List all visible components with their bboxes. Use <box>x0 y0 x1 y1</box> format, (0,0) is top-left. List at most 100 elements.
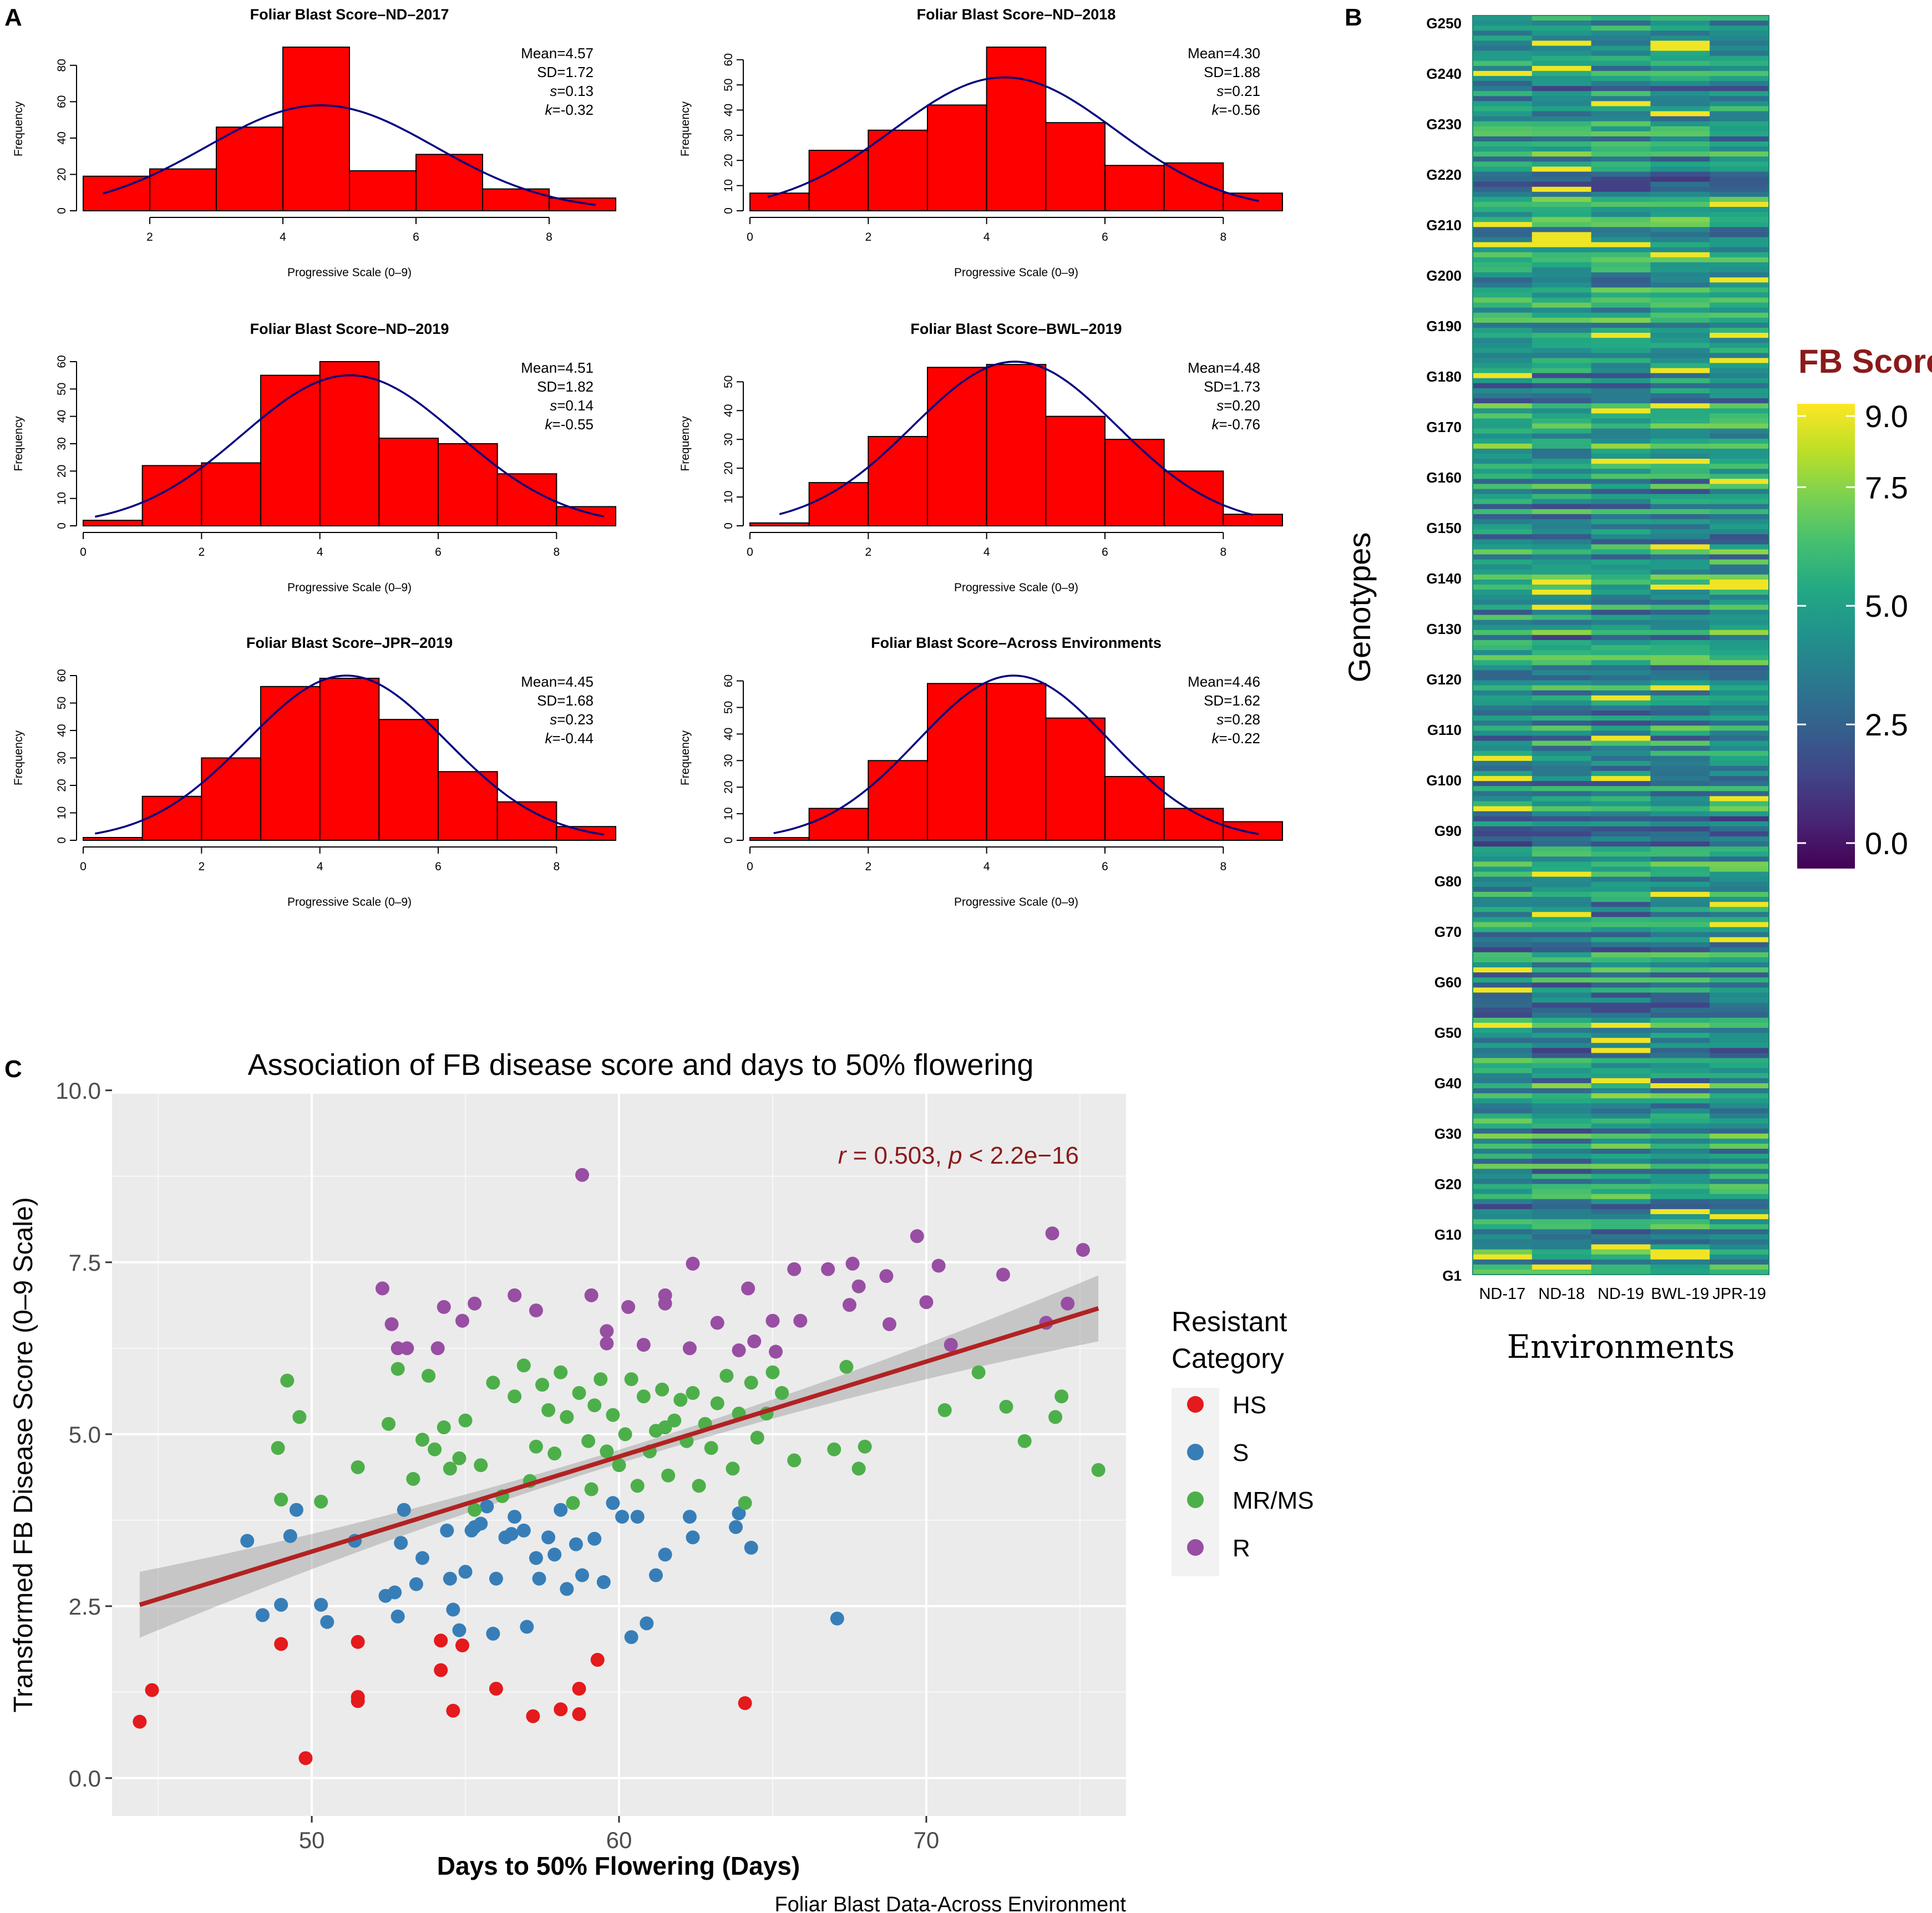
heatmap-cell <box>1650 861 1710 867</box>
point-s <box>606 1496 620 1510</box>
histogram-bar <box>1163 162 1224 211</box>
heatmap-cell <box>1650 791 1710 796</box>
y-tick-label: 50 <box>722 376 735 388</box>
heatmap-cell <box>1650 836 1710 842</box>
point-s <box>508 1510 522 1524</box>
x-tick-label: 2 <box>198 546 205 559</box>
heatmap-cell <box>1710 957 1769 963</box>
heatmap-cell <box>1532 1269 1592 1275</box>
heatmap-cell <box>1650 590 1710 595</box>
heatmap-cell <box>1710 363 1769 369</box>
heatmap-cell <box>1473 141 1533 147</box>
heatmap-cell <box>1591 705 1651 711</box>
heatmap-cell <box>1710 1053 1769 1059</box>
x-tick-label: 4 <box>983 546 990 559</box>
heatmap-cell <box>1532 247 1592 253</box>
heatmap-cell <box>1710 1244 1769 1250</box>
heatmap-cell <box>1532 1033 1592 1038</box>
y-tick-label: 50 <box>722 78 735 91</box>
heatmap-cell <box>1532 836 1592 842</box>
heatmap-cell <box>1591 610 1651 616</box>
point-r <box>400 1341 414 1356</box>
x-tick-label: 70 <box>914 1827 940 1853</box>
point-r <box>636 1338 651 1352</box>
histogram-bar <box>319 361 380 526</box>
heatmap-cell <box>1650 459 1710 464</box>
heatmap-cell <box>1650 307 1710 313</box>
heatmap-cell <box>1532 126 1592 132</box>
heatmap-cell <box>1532 312 1592 318</box>
heatmap-cell <box>1710 856 1769 862</box>
point-mr-ms <box>508 1389 522 1404</box>
heatmap-cell <box>1650 358 1710 364</box>
heatmap-cell <box>1710 942 1769 948</box>
heatmap-cell <box>1591 453 1651 459</box>
y-tick-label: 10 <box>722 490 735 503</box>
histogram-bar <box>927 104 987 211</box>
heatmap-cell <box>1650 428 1710 434</box>
heatmap-cell <box>1710 841 1769 847</box>
histogram-bar <box>1163 470 1224 526</box>
heatmap-cell <box>1473 1269 1533 1275</box>
genotype-label: G1 <box>1442 1267 1462 1284</box>
heatmap-cell <box>1591 1224 1651 1230</box>
heatmap-cell <box>1473 992 1533 998</box>
point-mr-ms <box>710 1396 724 1410</box>
stat-skewness-value: =0.23 <box>557 711 594 728</box>
heatmap-cell <box>1710 504 1769 510</box>
heatmap-cell <box>1591 600 1651 605</box>
heatmap-cell <box>1591 836 1651 842</box>
point-hs <box>434 1663 448 1677</box>
heatmap-cell <box>1473 40 1533 47</box>
heatmap-cell <box>1532 886 1592 892</box>
point-s <box>624 1630 638 1645</box>
heatmap-cell <box>1473 1149 1533 1154</box>
heatmap-cell <box>1473 574 1533 580</box>
heatmap-cell <box>1710 479 1769 485</box>
heatmap-cell <box>1532 60 1592 67</box>
heatmap-cell <box>1650 292 1710 298</box>
heatmap-cell <box>1532 171 1592 177</box>
heatmap-cell <box>1650 922 1710 928</box>
heatmap-cell <box>1591 987 1651 993</box>
heatmap-cell <box>1532 317 1592 323</box>
heatmap-cell <box>1473 469 1533 474</box>
heatmap-cell <box>1473 1234 1533 1240</box>
heatmap-cell <box>1591 201 1651 207</box>
histogram-title: Foliar Blast Score–JPR–2019 <box>246 635 453 651</box>
histogram-bar <box>556 826 616 841</box>
heatmap-cell <box>1532 866 1592 872</box>
heatmap-cell <box>1710 891 1769 897</box>
heatmap-cell <box>1532 146 1592 152</box>
heatmap-cell <box>1532 31 1592 36</box>
heatmap-cell <box>1591 559 1651 565</box>
point-r <box>931 1259 946 1273</box>
heatmap-cell <box>1473 640 1533 646</box>
heatmap-cell <box>1532 1184 1592 1190</box>
heatmap-cell <box>1650 156 1710 162</box>
heatmap-cell <box>1650 60 1710 67</box>
heatmap-cell <box>1710 368 1769 374</box>
point-s <box>480 1499 494 1514</box>
heatmap-cell <box>1532 1224 1592 1230</box>
heatmap-cell <box>1650 625 1710 631</box>
point-mr-ms <box>594 1372 608 1387</box>
heatmap-cell <box>1473 151 1533 157</box>
y-tick-label: 60 <box>55 95 68 108</box>
heatmap-cell <box>1710 1174 1769 1180</box>
histogram-title: Foliar Blast Score–BWL–2019 <box>910 321 1122 337</box>
point-hs <box>572 1682 586 1696</box>
heatmap-cell <box>1650 1209 1710 1215</box>
heatmap-cell <box>1473 116 1533 122</box>
heatmap-cell <box>1473 81 1533 87</box>
heatmap-cell <box>1650 55 1710 62</box>
heatmap-cell <box>1532 590 1592 595</box>
heatmap-cell <box>1532 45 1592 52</box>
heatmap-cell <box>1532 348 1592 353</box>
heatmap-cell <box>1473 866 1533 872</box>
heatmap-cell <box>1473 1073 1533 1079</box>
genotype-label: G120 <box>1426 671 1462 688</box>
point-mr-ms <box>486 1376 500 1390</box>
heatmap-cell <box>1473 902 1533 907</box>
heatmap-cell <box>1591 393 1651 399</box>
